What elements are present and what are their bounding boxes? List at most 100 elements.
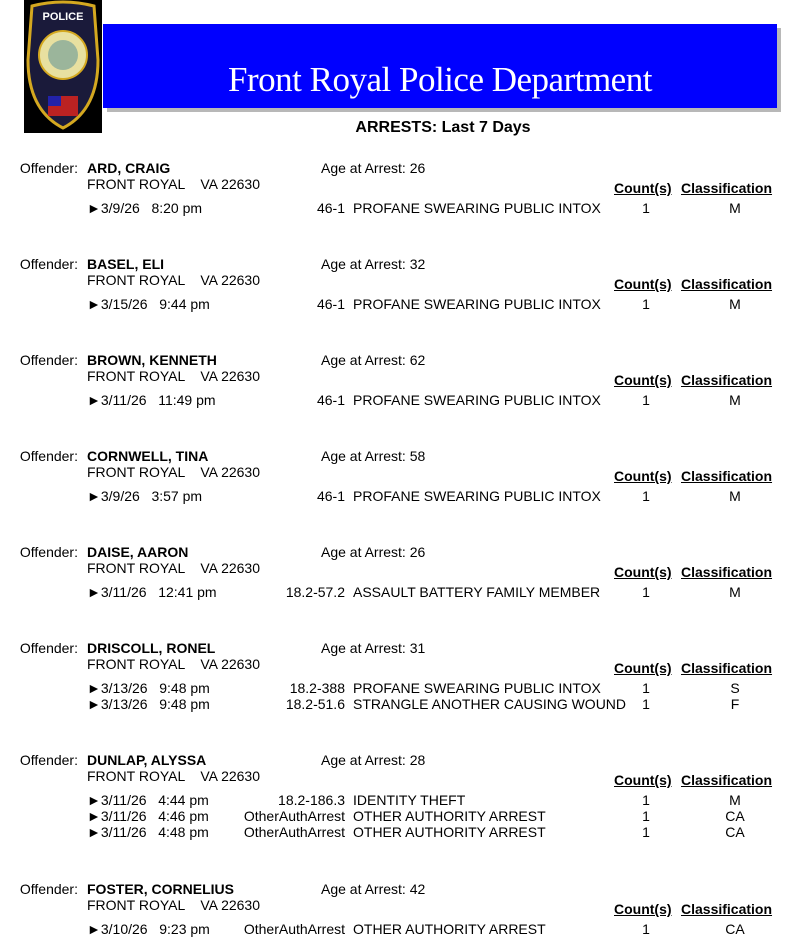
charge-description: ASSAULT BATTERY FAMILY MEMBER — [353, 584, 601, 600]
arrow-bullet-icon: ► — [87, 200, 101, 216]
charge-classification: M — [729, 200, 741, 216]
age-at-arrest: Age at Arrest: 26 — [321, 544, 426, 560]
charge-datetime: ►3/9/26 8:20 pm — [87, 200, 202, 216]
offender-label: Offender: — [19, 544, 78, 560]
count-header: Count(s) — [614, 372, 672, 388]
offender-label: Offender: — [19, 256, 78, 272]
classification-header: Classification — [681, 180, 773, 196]
charge-classification: CA — [725, 808, 745, 824]
charge-datetime: ►3/11/26 4:44 pm — [87, 792, 209, 808]
datetime-text: 3/11/26 4:44 pm — [100, 792, 209, 808]
count-header: Count(s) — [614, 276, 672, 292]
charge-description: OTHER AUTHORITY ARREST — [353, 824, 546, 840]
offender-address: FRONT ROYAL VA 22630 — [87, 368, 260, 384]
offender-name: CORNWELL, TINA — [87, 448, 209, 464]
charge-count: 1 — [642, 584, 650, 600]
count-header: Count(s) — [614, 772, 672, 788]
charge-count: 1 — [642, 921, 650, 937]
classification-header: Classification — [681, 772, 773, 788]
datetime-text: 3/10/26 9:23 pm — [100, 921, 210, 937]
charge-classification: M — [729, 488, 741, 504]
offender-label: Offender: — [19, 881, 78, 897]
charge-description: STRANGLE ANOTHER CAUSING WOUND — [353, 696, 627, 712]
charge-description: PROFANE SWEARING PUBLIC INTOX — [353, 392, 601, 408]
offender-name: BROWN, KENNETH — [87, 352, 217, 368]
classification-header: Classification — [681, 372, 773, 388]
count-header: Count(s) — [614, 468, 672, 484]
charge-count: 1 — [642, 824, 650, 840]
charge-statute: 18.2-51.6 — [285, 696, 345, 712]
arrow-bullet-icon: ► — [87, 680, 101, 696]
arrow-bullet-icon: ► — [87, 792, 101, 808]
charge-count: 1 — [642, 392, 650, 408]
age-at-arrest: Age at Arrest: 26 — [321, 160, 426, 176]
charge-count: 1 — [642, 296, 650, 312]
header-banner: Front Royal Police Department — [103, 24, 777, 108]
charge-classification: M — [729, 392, 741, 408]
charge-statute: 46-1 — [316, 200, 345, 216]
datetime-text: 3/13/26 9:48 pm — [100, 696, 210, 712]
age-at-arrest: Age at Arrest: 28 — [321, 752, 426, 768]
charge-description: IDENTITY THEFT — [353, 792, 466, 808]
charge-datetime: ►3/11/26 4:46 pm — [87, 808, 209, 824]
charge-statute: OtherAuthArrest — [243, 921, 345, 937]
charge-description: PROFANE SWEARING PUBLIC INTOX — [353, 488, 601, 504]
offender-name: DRISCOLL, RONEL — [87, 640, 216, 656]
charge-statute: 18.2-186.3 — [278, 792, 345, 808]
charge-datetime: ►3/11/26 4:48 pm — [87, 824, 209, 840]
police-badge-logo: POLICE — [24, 0, 102, 133]
charge-statute: 46-1 — [316, 488, 345, 504]
charge-statute: 46-1 — [316, 392, 345, 408]
datetime-text: 3/9/26 3:57 pm — [100, 488, 203, 504]
offender-address: FRONT ROYAL VA 22630 — [87, 272, 260, 288]
age-at-arrest: Age at Arrest: 42 — [321, 881, 426, 897]
classification-header: Classification — [681, 564, 773, 580]
arrow-bullet-icon: ► — [87, 488, 101, 504]
offender-label: Offender: — [19, 752, 78, 768]
age-at-arrest: Age at Arrest: 62 — [321, 352, 426, 368]
offender-label: Offender: — [19, 448, 78, 464]
offender-name: FOSTER, CORNELIUS — [87, 881, 235, 897]
charge-classification: M — [729, 584, 741, 600]
svg-text:POLICE: POLICE — [43, 11, 84, 23]
arrow-bullet-icon: ► — [87, 584, 101, 600]
age-at-arrest: Age at Arrest: 32 — [321, 256, 426, 272]
report-subtitle: ARRESTS: Last 7 Days — [355, 119, 531, 136]
arrow-bullet-icon: ► — [87, 392, 101, 408]
offender-address: FRONT ROYAL VA 22630 — [87, 464, 260, 480]
datetime-text: 3/11/26 4:46 pm — [100, 808, 209, 824]
offender-address: FRONT ROYAL VA 22630 — [87, 768, 260, 784]
classification-header: Classification — [681, 660, 773, 676]
offender-address: FRONT ROYAL VA 22630 — [87, 897, 260, 913]
arrow-bullet-icon: ► — [87, 921, 101, 937]
arrow-bullet-icon: ► — [87, 296, 101, 312]
datetime-text: 3/13/26 9:48 pm — [100, 680, 210, 696]
offender-name: DUNLAP, ALYSSA — [87, 752, 207, 768]
classification-header: Classification — [681, 468, 773, 484]
offender-label: Offender: — [19, 640, 78, 656]
charge-description: PROFANE SWEARING PUBLIC INTOX — [353, 200, 601, 216]
count-header: Count(s) — [614, 660, 672, 676]
datetime-text: 3/15/26 9:44 pm — [100, 296, 210, 312]
page-title: Front Royal Police Department — [228, 60, 652, 99]
charge-classification: M — [729, 296, 741, 312]
offender-name: ARD, CRAIG — [87, 160, 171, 176]
charge-datetime: ►3/13/26 9:48 pm — [87, 696, 210, 712]
charge-count: 1 — [642, 488, 650, 504]
charge-statute: 18.2-57.2 — [285, 584, 345, 600]
charge-datetime: ►3/11/26 12:41 pm — [87, 584, 217, 600]
charge-datetime: ►3/13/26 9:48 pm — [87, 680, 210, 696]
datetime-text: 3/11/26 11:49 pm — [100, 392, 216, 408]
offender-label: Offender: — [19, 352, 78, 368]
charge-statute: OtherAuthArrest — [243, 808, 345, 824]
arrow-bullet-icon: ► — [87, 696, 101, 712]
offender-address: FRONT ROYAL VA 22630 — [87, 560, 260, 576]
offender-address: FRONT ROYAL VA 22630 — [87, 176, 260, 192]
classification-header: Classification — [681, 901, 773, 917]
classification-header: Classification — [681, 276, 773, 292]
charge-statute: 18.2-388 — [289, 680, 345, 696]
charge-classification: CA — [725, 921, 745, 937]
charge-description: OTHER AUTHORITY ARREST — [353, 808, 546, 824]
charge-datetime: ►3/11/26 11:49 pm — [87, 392, 216, 408]
charge-datetime: ►3/9/26 3:57 pm — [87, 488, 202, 504]
